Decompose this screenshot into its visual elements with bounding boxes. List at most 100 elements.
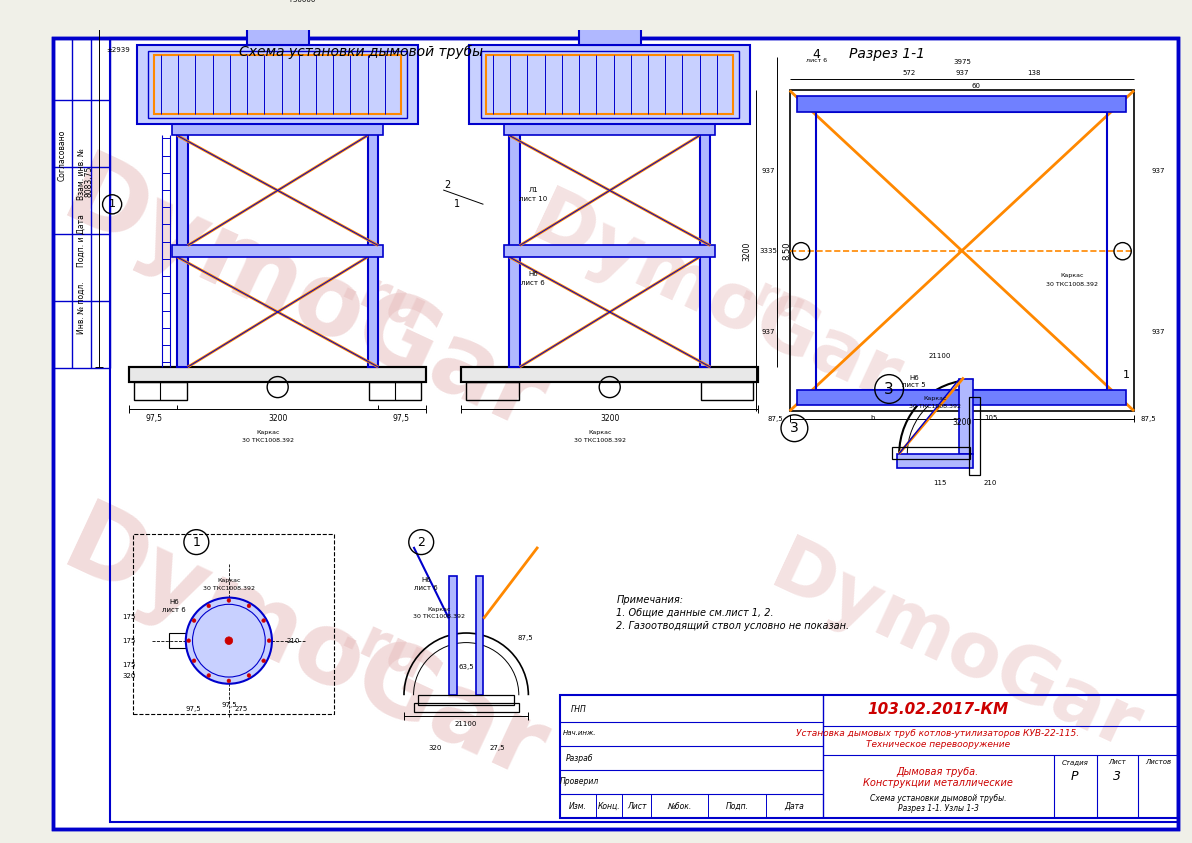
Text: 105: 105: [983, 415, 998, 421]
Text: 3335: 3335: [759, 248, 777, 255]
Text: №бок.: №бок.: [668, 802, 691, 811]
Bar: [154, 55, 402, 115]
Text: 2: 2: [443, 180, 451, 191]
Text: Взам. инв. №: Взам. инв. №: [77, 148, 86, 200]
Text: 8.50: 8.50: [782, 242, 791, 260]
Text: Стадия: Стадия: [1061, 760, 1088, 765]
Text: +30000: +30000: [287, 0, 316, 3]
Text: 87,5: 87,5: [517, 635, 533, 641]
Text: 1: 1: [192, 535, 200, 549]
Text: 937: 937: [955, 70, 969, 76]
Circle shape: [192, 659, 195, 663]
Text: .ru: .ru: [734, 268, 812, 334]
Text: Н6: Н6: [528, 271, 538, 277]
Text: 138: 138: [1026, 70, 1041, 76]
Text: Инв. № подл.: Инв. № подл.: [77, 282, 86, 334]
Circle shape: [247, 674, 250, 678]
Circle shape: [226, 599, 231, 603]
Bar: [367, 51, 378, 367]
Bar: [173, 245, 383, 257]
Bar: [579, 29, 641, 46]
Bar: [817, 111, 1107, 390]
Text: 97,5: 97,5: [145, 414, 163, 423]
Bar: [135, 383, 187, 400]
Text: b: b: [870, 415, 875, 421]
Text: 3: 3: [790, 422, 799, 435]
Text: Разрез 1-1. Узлы 1-3: Разрез 1-1. Узлы 1-3: [898, 803, 979, 813]
Bar: [414, 703, 519, 712]
Text: 30 ТКС1008.392: 30 ТКС1008.392: [909, 404, 961, 409]
Text: Установка дымовых труб котлов-утилизаторов КУВ-22-115.: Установка дымовых труб котлов-утилизатор…: [796, 729, 1080, 738]
Text: лист 10: лист 10: [519, 196, 547, 201]
Text: лист 6: лист 6: [414, 585, 437, 591]
Circle shape: [262, 659, 266, 663]
Bar: [969, 397, 980, 475]
Circle shape: [225, 636, 232, 645]
Text: 87,5: 87,5: [768, 416, 783, 422]
Text: Подп. и Дата: Подп. и Дата: [77, 214, 86, 267]
Text: Н6: Н6: [421, 577, 430, 583]
Text: Дата: Дата: [784, 802, 805, 811]
Text: 3: 3: [1113, 770, 1120, 783]
Circle shape: [226, 679, 231, 683]
Bar: [461, 367, 758, 383]
Text: 21100: 21100: [455, 721, 477, 727]
Text: Каркас: Каркас: [589, 430, 611, 435]
Bar: [476, 576, 484, 695]
Text: Каркас: Каркас: [924, 396, 946, 401]
Text: .ru: .ru: [333, 607, 435, 693]
Text: 115: 115: [933, 480, 946, 486]
Text: 3: 3: [884, 382, 894, 396]
Text: 30 ТКС1008.392: 30 ТКС1008.392: [242, 438, 294, 443]
Text: 2. Газоотводящий ствол условно не показан.: 2. Газоотводящий ствол условно не показа…: [616, 621, 850, 631]
Circle shape: [207, 674, 211, 678]
Text: Схема установки дымовой трубы.: Схема установки дымовой трубы.: [870, 794, 1006, 803]
Text: 97,5: 97,5: [221, 701, 237, 708]
Bar: [178, 51, 187, 367]
Text: 572: 572: [902, 70, 915, 76]
Circle shape: [186, 598, 272, 684]
Text: 2: 2: [417, 535, 426, 549]
Bar: [130, 367, 426, 383]
Text: .ru: .ru: [333, 258, 435, 344]
Text: 63,5: 63,5: [459, 663, 474, 669]
Bar: [130, 367, 426, 383]
Bar: [797, 96, 1126, 111]
Text: 175: 175: [123, 662, 136, 668]
Text: лист 6: лист 6: [806, 58, 827, 63]
Text: Проверил: Проверил: [559, 777, 598, 786]
Bar: [892, 448, 970, 459]
Text: Каркас: Каркас: [217, 578, 241, 583]
Text: 97,5: 97,5: [392, 414, 410, 423]
Bar: [449, 576, 457, 695]
Text: DymoGar: DymoGar: [48, 148, 559, 454]
Text: 97,5: 97,5: [186, 706, 201, 711]
Text: 937: 937: [762, 168, 775, 174]
Bar: [470, 46, 751, 124]
Bar: [461, 367, 758, 383]
Circle shape: [262, 619, 266, 622]
Bar: [896, 454, 974, 469]
Text: 937: 937: [762, 329, 775, 335]
Text: 275: 275: [235, 706, 248, 711]
Text: Л1: Л1: [528, 187, 538, 193]
Text: 3200: 3200: [743, 242, 751, 260]
Text: 87,5: 87,5: [1141, 416, 1156, 422]
Bar: [509, 51, 520, 367]
Text: 937: 937: [1151, 329, 1165, 335]
Text: Разрез 1-1: Разрез 1-1: [849, 47, 925, 61]
Text: Конструкции металлические: Конструкции металлические: [863, 778, 1013, 788]
Bar: [701, 383, 753, 400]
Text: Дымовая труба.: Дымовая труба.: [896, 767, 979, 776]
Text: лист 6: лист 6: [521, 280, 545, 286]
Text: Нач.инж.: Нач.инж.: [563, 731, 596, 737]
Bar: [149, 51, 406, 118]
Bar: [797, 390, 1126, 405]
Bar: [173, 124, 383, 136]
Bar: [504, 124, 715, 136]
Text: 27,5: 27,5: [489, 745, 504, 751]
Circle shape: [207, 604, 211, 608]
Circle shape: [247, 604, 250, 608]
Text: 1: 1: [108, 199, 116, 209]
Bar: [700, 51, 710, 367]
